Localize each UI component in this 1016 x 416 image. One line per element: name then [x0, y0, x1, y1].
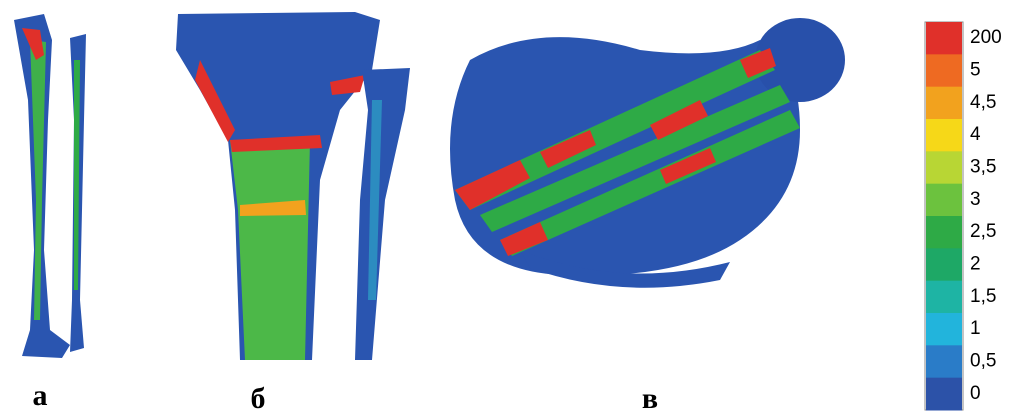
legend-label: 3 [970, 189, 981, 210]
legend-label: 0,5 [970, 351, 996, 372]
panel-label: в [642, 382, 658, 415]
page: {"panels": [{"label": "а"}, {"label": "б… [0, 0, 1016, 416]
legend-swatch [926, 216, 962, 249]
legend-swatch [926, 22, 962, 55]
legend-label: 3,5 [970, 157, 996, 178]
legend-swatch [926, 184, 962, 217]
legend: 200 5 4,5 4 3,5 3 2,5 2 1,5 1 0,5 0 [925, 22, 1002, 411]
legend-label: 1,5 [970, 286, 996, 307]
legend-label: 5 [970, 60, 981, 81]
legend-label: 0 [970, 383, 981, 404]
legend-swatch [926, 313, 962, 346]
figure: 200 5 4,5 4 3,5 3 2,5 2 1,5 1 0,5 0 а б в [0, 0, 1016, 416]
legend-swatch [926, 151, 962, 184]
legend-label: 4 [970, 124, 981, 145]
panel-b-image [176, 12, 410, 360]
panel-c-image [450, 18, 845, 288]
legend-label: 2 [970, 254, 981, 275]
legend-label: 1 [970, 318, 981, 339]
legend-swatch [926, 54, 962, 87]
panel-label: а [33, 379, 48, 412]
legend-swatch [926, 119, 962, 152]
legend-swatch [926, 378, 962, 411]
legend-swatch [926, 248, 962, 281]
legend-swatch [926, 281, 962, 314]
legend-swatch [926, 345, 962, 378]
panel-label: б [251, 382, 266, 415]
legend-label: 200 [970, 27, 1002, 48]
legend-label: 4,5 [970, 92, 996, 113]
panel-a-image [14, 14, 86, 358]
legend-label: 2,5 [970, 221, 996, 242]
legend-swatch [926, 87, 962, 120]
